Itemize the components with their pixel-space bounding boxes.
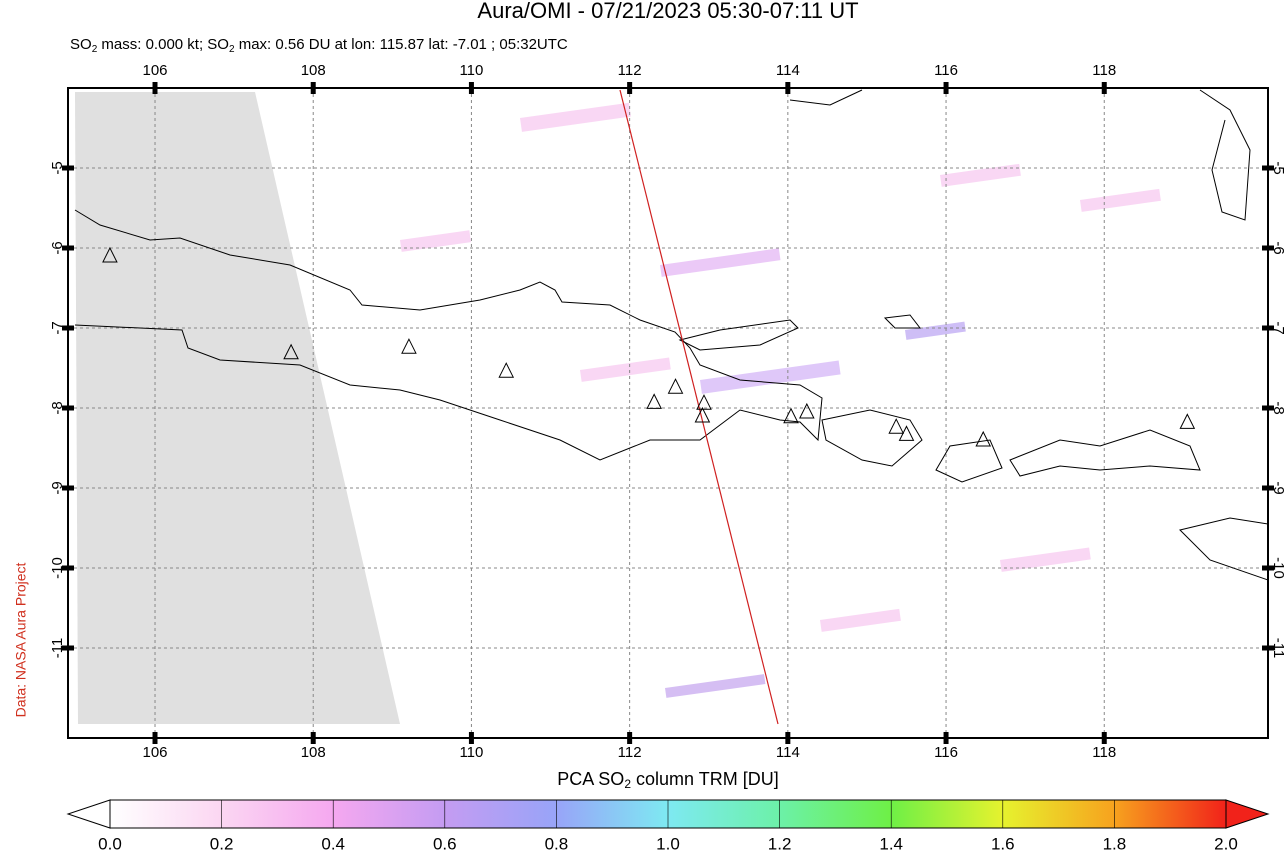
- volcano: [102, 246, 118, 263]
- volcano: [498, 362, 515, 378]
- colorbar-tick-label: 0.0: [98, 834, 122, 853]
- lon-label: 108: [301, 62, 326, 79]
- volcano: [646, 393, 662, 409]
- subscript: 2: [92, 44, 98, 55]
- label-part: PCA SO: [557, 769, 624, 789]
- colorbar-tick-label: 1.2: [768, 834, 792, 853]
- volcano: [401, 338, 417, 354]
- lat-label: -10: [49, 557, 66, 579]
- lat-label: -8: [1270, 401, 1287, 414]
- volcano: [694, 406, 711, 423]
- lon-label: 108: [301, 744, 326, 761]
- title: Aura/OMI - 07/21/2023 05:30-07:11 UT: [477, 0, 858, 23]
- volcano: [283, 343, 299, 360]
- coastlines: [74, 89, 1268, 581]
- label-part: column TRM [DU]: [631, 769, 779, 789]
- lat-label: -9: [49, 481, 66, 494]
- lon-label: 116: [934, 744, 958, 761]
- lon-label: 114: [776, 744, 800, 761]
- lat-label: -7: [1270, 321, 1287, 334]
- lon-label: 114: [776, 62, 800, 79]
- volcano: [898, 425, 915, 441]
- lon-label: 116: [934, 62, 958, 79]
- colorbar-min-arrow: [66, 799, 111, 829]
- lon-label: 118: [1092, 744, 1116, 761]
- lon-label: 110: [459, 62, 483, 79]
- map-area: [68, 88, 1268, 738]
- lat-label: -6: [49, 241, 66, 254]
- colorbar-tick-label: 0.8: [545, 834, 569, 853]
- colorbar-tick-label: 0.6: [433, 834, 457, 853]
- colorbar-tick-label: 0.2: [210, 834, 234, 853]
- subscript: 2: [624, 777, 631, 791]
- lon-label: 106: [142, 62, 167, 79]
- volcano: [696, 394, 712, 410]
- lat-label: -11: [49, 638, 66, 659]
- colorbar-tick-label: 1.6: [991, 834, 1015, 853]
- map-frame: [67, 87, 1269, 739]
- orbit-track: [619, 89, 779, 725]
- lon-label: 112: [618, 744, 642, 761]
- subtitle-part: SO: [70, 36, 92, 53]
- colorbar-max-arrow: [1225, 799, 1270, 829]
- volcano: [975, 430, 992, 447]
- lat-label: -8: [49, 401, 66, 414]
- lat-label: -6: [1270, 241, 1287, 254]
- colorbar-tick-label: 1.8: [1103, 834, 1127, 853]
- colorbar-tick-label: 0.4: [321, 834, 345, 853]
- lon-label: 106: [142, 744, 167, 761]
- subscript: 2: [229, 44, 235, 55]
- colorbar-tick-label: 1.4: [879, 834, 903, 853]
- volcano: [799, 402, 815, 419]
- lat-label: -7: [49, 321, 66, 334]
- subtitle-part: max: 0.56 DU at lon: 115.87 lat: -7.01 ;…: [235, 36, 568, 53]
- lon-label: 112: [618, 62, 642, 79]
- side-note: Data: NASA Aura Project: [13, 562, 29, 717]
- colorbar-tick-label: 1.0: [656, 834, 680, 853]
- lat-label: -5: [49, 161, 66, 174]
- so2-pixels: [400, 102, 1161, 698]
- lat-label: -9: [1270, 481, 1287, 494]
- colorbar-tick-label: 2.0: [1214, 834, 1238, 853]
- colorbar-label: PCA SO2 column TRM [DU]: [557, 769, 778, 791]
- lat-label: -10: [1270, 557, 1287, 579]
- volcano: [1179, 413, 1196, 429]
- lon-label: 110: [459, 744, 483, 761]
- lon-label: 118: [1092, 62, 1116, 79]
- lat-label: -11: [1270, 638, 1287, 659]
- volcano: [888, 418, 905, 434]
- subtitle-part: mass: 0.000 kt; SO: [97, 36, 229, 53]
- subtitle: SO2 mass: 0.000 kt; SO2 max: 0.56 DU at …: [70, 36, 568, 55]
- volcano: [783, 407, 799, 424]
- volcano: [667, 378, 684, 394]
- lat-label: -5: [1270, 161, 1287, 174]
